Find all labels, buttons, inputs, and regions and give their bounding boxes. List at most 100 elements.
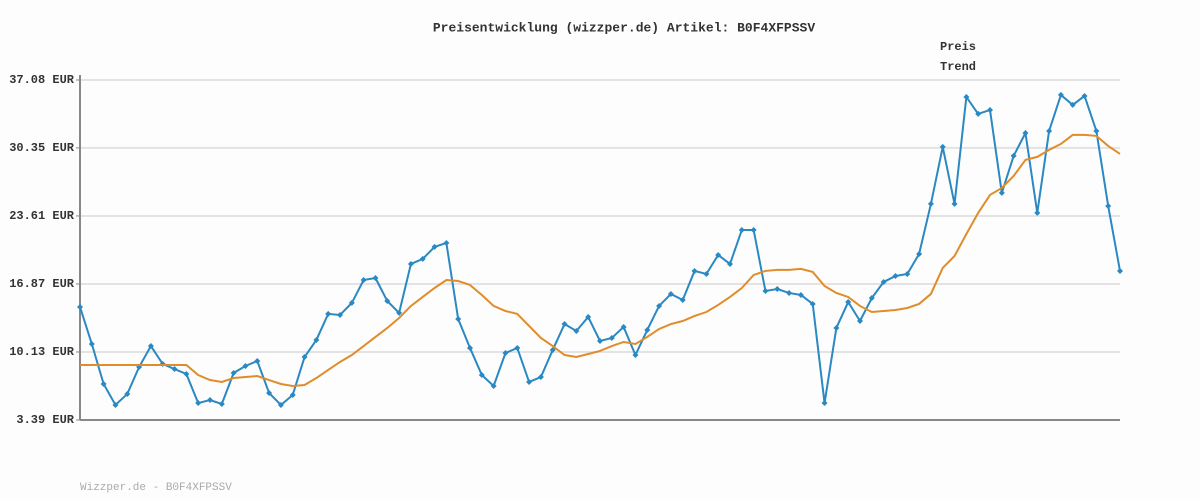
point-marker: [171, 366, 178, 373]
point-marker: [360, 277, 367, 284]
point-marker: [537, 374, 544, 381]
point-marker: [963, 93, 970, 100]
point-marker: [975, 110, 982, 117]
point-marker: [478, 371, 485, 378]
point-marker: [597, 337, 603, 344]
point-marker: [833, 324, 840, 331]
point-marker: [502, 349, 509, 356]
series-line: [80, 133, 1121, 387]
point-marker: [1081, 92, 1088, 99]
point-marker: [951, 200, 958, 207]
point-marker: [100, 380, 107, 387]
point-marker: [939, 143, 946, 150]
point-marker: [845, 299, 852, 306]
point-marker: [384, 298, 391, 305]
legend-entry: Trend: [940, 60, 976, 74]
point-marker: [892, 272, 899, 279]
point-marker: [868, 294, 875, 301]
y-tick-label: 23.61 EUR: [9, 209, 75, 223]
point-marker: [514, 344, 521, 351]
point-marker: [1010, 152, 1017, 159]
y-tick-label: 3.39 EUR: [16, 413, 74, 427]
y-tick-label: 16.87 EUR: [9, 277, 75, 291]
point-marker: [266, 389, 273, 396]
point-marker: [1093, 127, 1100, 134]
y-tick-label: 37.08 EUR: [9, 73, 75, 87]
point-marker: [797, 291, 804, 298]
point-marker: [419, 255, 426, 262]
point-marker: [927, 200, 934, 207]
point-marker: [124, 390, 131, 397]
y-tick-label: 10.13 EUR: [9, 345, 75, 359]
point-marker: [325, 310, 332, 317]
point-marker: [774, 286, 781, 293]
point-marker: [608, 334, 615, 341]
point-marker: [242, 363, 249, 370]
point-marker: [727, 260, 733, 267]
point-marker: [195, 400, 202, 407]
point-marker: [431, 243, 438, 250]
point-marker: [1105, 202, 1112, 209]
point-marker: [88, 341, 95, 348]
point-marker: [337, 311, 343, 318]
point-marker: [916, 250, 923, 257]
point-marker: [549, 346, 556, 353]
point-marker: [880, 278, 887, 285]
point-marker: [738, 226, 745, 233]
point-marker: [1034, 209, 1041, 216]
point-marker: [455, 315, 462, 322]
chart-title: Preisentwicklung (wizzper.de) Artikel: B…: [433, 20, 815, 35]
point-marker: [809, 300, 816, 307]
point-marker: [1117, 267, 1123, 274]
point-marker: [1069, 101, 1076, 108]
point-marker: [585, 313, 592, 320]
point-marker: [77, 303, 83, 310]
point-marker: [857, 317, 863, 324]
point-marker: [526, 378, 533, 385]
point-marker: [644, 326, 651, 333]
point-marker: [904, 270, 911, 277]
point-marker: [443, 239, 450, 246]
point-marker: [632, 352, 639, 359]
point-marker: [277, 401, 284, 408]
point-marker: [715, 251, 722, 258]
point-marker: [821, 400, 828, 407]
point-marker: [254, 357, 261, 364]
point-marker: [467, 344, 473, 351]
point-marker: [561, 321, 568, 328]
y-tick-label: 30.35 EUR: [9, 141, 75, 155]
point-marker: [289, 391, 296, 398]
point-marker: [750, 226, 757, 233]
point-marker: [348, 299, 355, 306]
point-marker: [207, 397, 213, 404]
point-marker: [703, 270, 710, 277]
point-marker: [679, 297, 686, 304]
point-marker: [490, 382, 497, 389]
point-marker: [786, 289, 793, 296]
point-marker: [1057, 91, 1064, 98]
point-marker: [183, 370, 190, 377]
point-marker: [998, 189, 1005, 196]
point-marker: [1022, 129, 1029, 136]
point-marker: [620, 323, 627, 330]
footnote: Wizzper.de - B0F4XFPSSV: [80, 482, 232, 494]
point-marker: [1046, 127, 1053, 134]
point-marker: [230, 369, 237, 376]
point-marker: [573, 327, 580, 334]
point-marker: [762, 288, 769, 295]
point-marker: [301, 354, 308, 361]
point-marker: [667, 290, 674, 297]
point-marker: [407, 260, 414, 267]
point-marker: [218, 400, 225, 407]
point-marker: [656, 302, 663, 309]
point-marker: [691, 267, 698, 274]
point-marker: [372, 275, 379, 282]
point-marker: [112, 401, 119, 408]
legend-entry: Preis: [940, 40, 976, 54]
point-marker: [396, 309, 403, 316]
point-marker: [313, 336, 320, 343]
point-marker: [987, 106, 993, 113]
